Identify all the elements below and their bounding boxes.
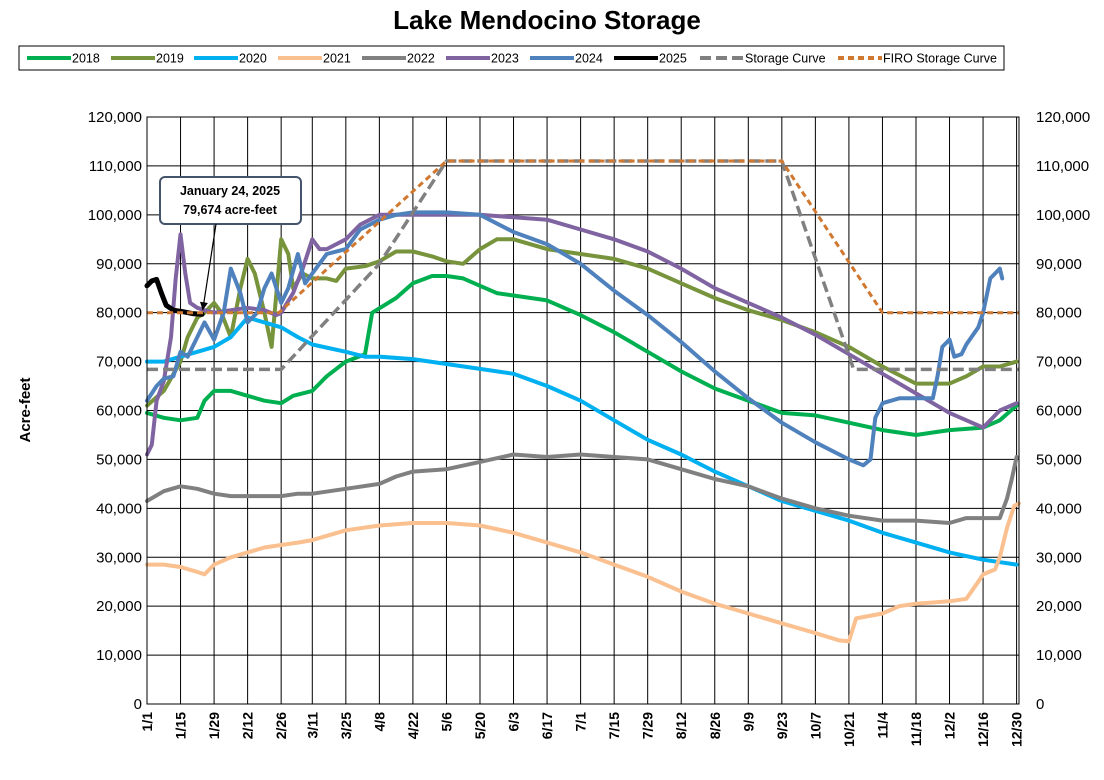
y-tick-label-left: 100,000 xyxy=(88,207,142,224)
x-tick-label: 9/23 xyxy=(774,712,790,739)
series-line-2022 xyxy=(145,452,1019,525)
series-line-storage-curve xyxy=(147,159,1019,372)
legend: 2018 2019 2020 2021 2022 2023 2024 2025 Storage … xyxy=(18,45,1005,71)
annotation-callout: January 24, 2025 79,674 acre-feet xyxy=(159,176,302,311)
y-tick-label-left: 50,000 xyxy=(96,451,142,468)
series-layer xyxy=(144,159,1021,644)
legend-label-2023: 2023 xyxy=(491,52,519,66)
y-tick-label-right: 40,000 xyxy=(1036,500,1082,517)
y-tick-label-right: 110,000 xyxy=(1036,158,1089,175)
legend-label-2024: 2024 xyxy=(575,52,603,66)
y-tick-label-left: 40,000 xyxy=(96,500,142,517)
x-tick-label: 7/1 xyxy=(573,712,589,732)
x-tick-label: 1/29 xyxy=(206,712,222,739)
callout-arrow xyxy=(202,223,217,311)
x-tick-label: 9/9 xyxy=(740,712,756,732)
legend-label-2022: 2022 xyxy=(407,52,435,66)
x-tick-label: 8/12 xyxy=(673,712,689,739)
x-tick-label: 4/8 xyxy=(371,712,387,732)
x-axis: 1/1 1/15 1/29 2/12 2/26 3/11 3/25 4/8 4/22 5/6 5/2… xyxy=(139,712,1025,747)
legend-label-2021: 2021 xyxy=(323,52,351,66)
legend-label-2018: 2018 xyxy=(72,52,100,66)
x-tick-label: 4/22 xyxy=(405,712,421,739)
legend-label-2019: 2019 xyxy=(156,52,184,66)
series-line-firo-storage-curve xyxy=(147,159,1019,315)
y-tick-label-left: 30,000 xyxy=(96,549,142,566)
x-tick-label: 8/26 xyxy=(707,712,723,739)
y-tick-label-right: 90,000 xyxy=(1036,256,1082,273)
x-tick-label: 7/15 xyxy=(606,712,622,739)
series-line-2018 xyxy=(145,274,1019,437)
chart-title: Lake Mendocino Storage xyxy=(393,5,701,35)
y-tick-label-left: 70,000 xyxy=(96,354,142,371)
series-line-2021 xyxy=(145,501,1021,644)
x-tick-label: 11/18 xyxy=(908,712,924,746)
callout-box xyxy=(159,176,302,225)
y-axis-left: 0 10,000 20,000 30,000 40,000 50,000 60,000 70,… xyxy=(88,109,142,713)
series-line-2020 xyxy=(145,315,1019,567)
y-tick-label-left: 110,000 xyxy=(89,158,142,175)
x-tick-label: 12/16 xyxy=(975,712,991,747)
legend-label-2020: 2020 xyxy=(239,52,267,66)
y-tick-label-right: 50,000 xyxy=(1036,451,1082,468)
y-tick-label-right: 20,000 xyxy=(1036,598,1082,615)
y-tick-label-left: 90,000 xyxy=(96,256,142,273)
callout-date: January 24, 2025 xyxy=(180,184,280,198)
y-tick-label-right: 120,000 xyxy=(1036,109,1090,126)
legend-label-storage-curve: Storage Curve xyxy=(745,52,826,66)
y-tick-label-left: 20,000 xyxy=(96,598,142,615)
y-tick-label-right: 100,000 xyxy=(1036,207,1090,224)
y-tick-label-right: 10,000 xyxy=(1036,647,1082,664)
x-tick-label: 1/1 xyxy=(139,712,155,732)
series-line-2023 xyxy=(145,212,1019,457)
y-tick-label-left: 120,000 xyxy=(88,109,142,126)
legend-label-2025: 2025 xyxy=(659,52,687,66)
x-tick-label: 2/12 xyxy=(240,712,256,739)
y-tick-label-right: 70,000 xyxy=(1036,354,1082,371)
x-tick-label: 5/20 xyxy=(472,712,488,739)
y-tick-label-left: 60,000 xyxy=(96,403,142,420)
x-tick-label: 2/26 xyxy=(273,712,289,739)
y-tick-label-left: 80,000 xyxy=(96,305,142,322)
x-tick-label: 6/3 xyxy=(506,712,522,732)
y-tick-label-right: 60,000 xyxy=(1036,403,1082,420)
plot-border xyxy=(146,116,1020,705)
x-tick-label: 3/11 xyxy=(304,712,320,739)
y-axis-title: Acre-feet xyxy=(17,377,34,442)
y-axis-right: 0 10,000 20,000 30,000 40,000 50,000 60,000 70,… xyxy=(1036,109,1090,713)
y-tick-label-right: 30,000 xyxy=(1036,549,1082,566)
y-tick-label-left: 10,000 xyxy=(96,647,142,664)
x-tick-label: 6/17 xyxy=(539,712,555,739)
x-tick-label: 10/7 xyxy=(807,712,823,739)
series-line-2024 xyxy=(145,210,1005,468)
x-tick-label: 10/21 xyxy=(841,712,857,747)
callout-value: 79,674 acre-feet xyxy=(183,203,278,217)
x-tick-label: 3/25 xyxy=(338,712,354,739)
x-tick-label: 7/29 xyxy=(640,712,656,739)
callout-arrowhead xyxy=(200,301,208,311)
x-tick-label: 12/30 xyxy=(1009,712,1025,747)
x-tick-label: 1/15 xyxy=(173,712,189,739)
y-tick-label-right: 0 xyxy=(1036,696,1044,713)
x-tick-label: 5/6 xyxy=(438,712,454,732)
x-tick-label: 12/2 xyxy=(942,712,958,739)
x-tick-label: 11/4 xyxy=(874,712,890,739)
y-tick-label-left: 0 xyxy=(134,696,142,713)
y-tick-label-right: 80,000 xyxy=(1036,305,1082,322)
legend-label-firo-storage-curve: FIRO Storage Curve xyxy=(883,52,997,66)
